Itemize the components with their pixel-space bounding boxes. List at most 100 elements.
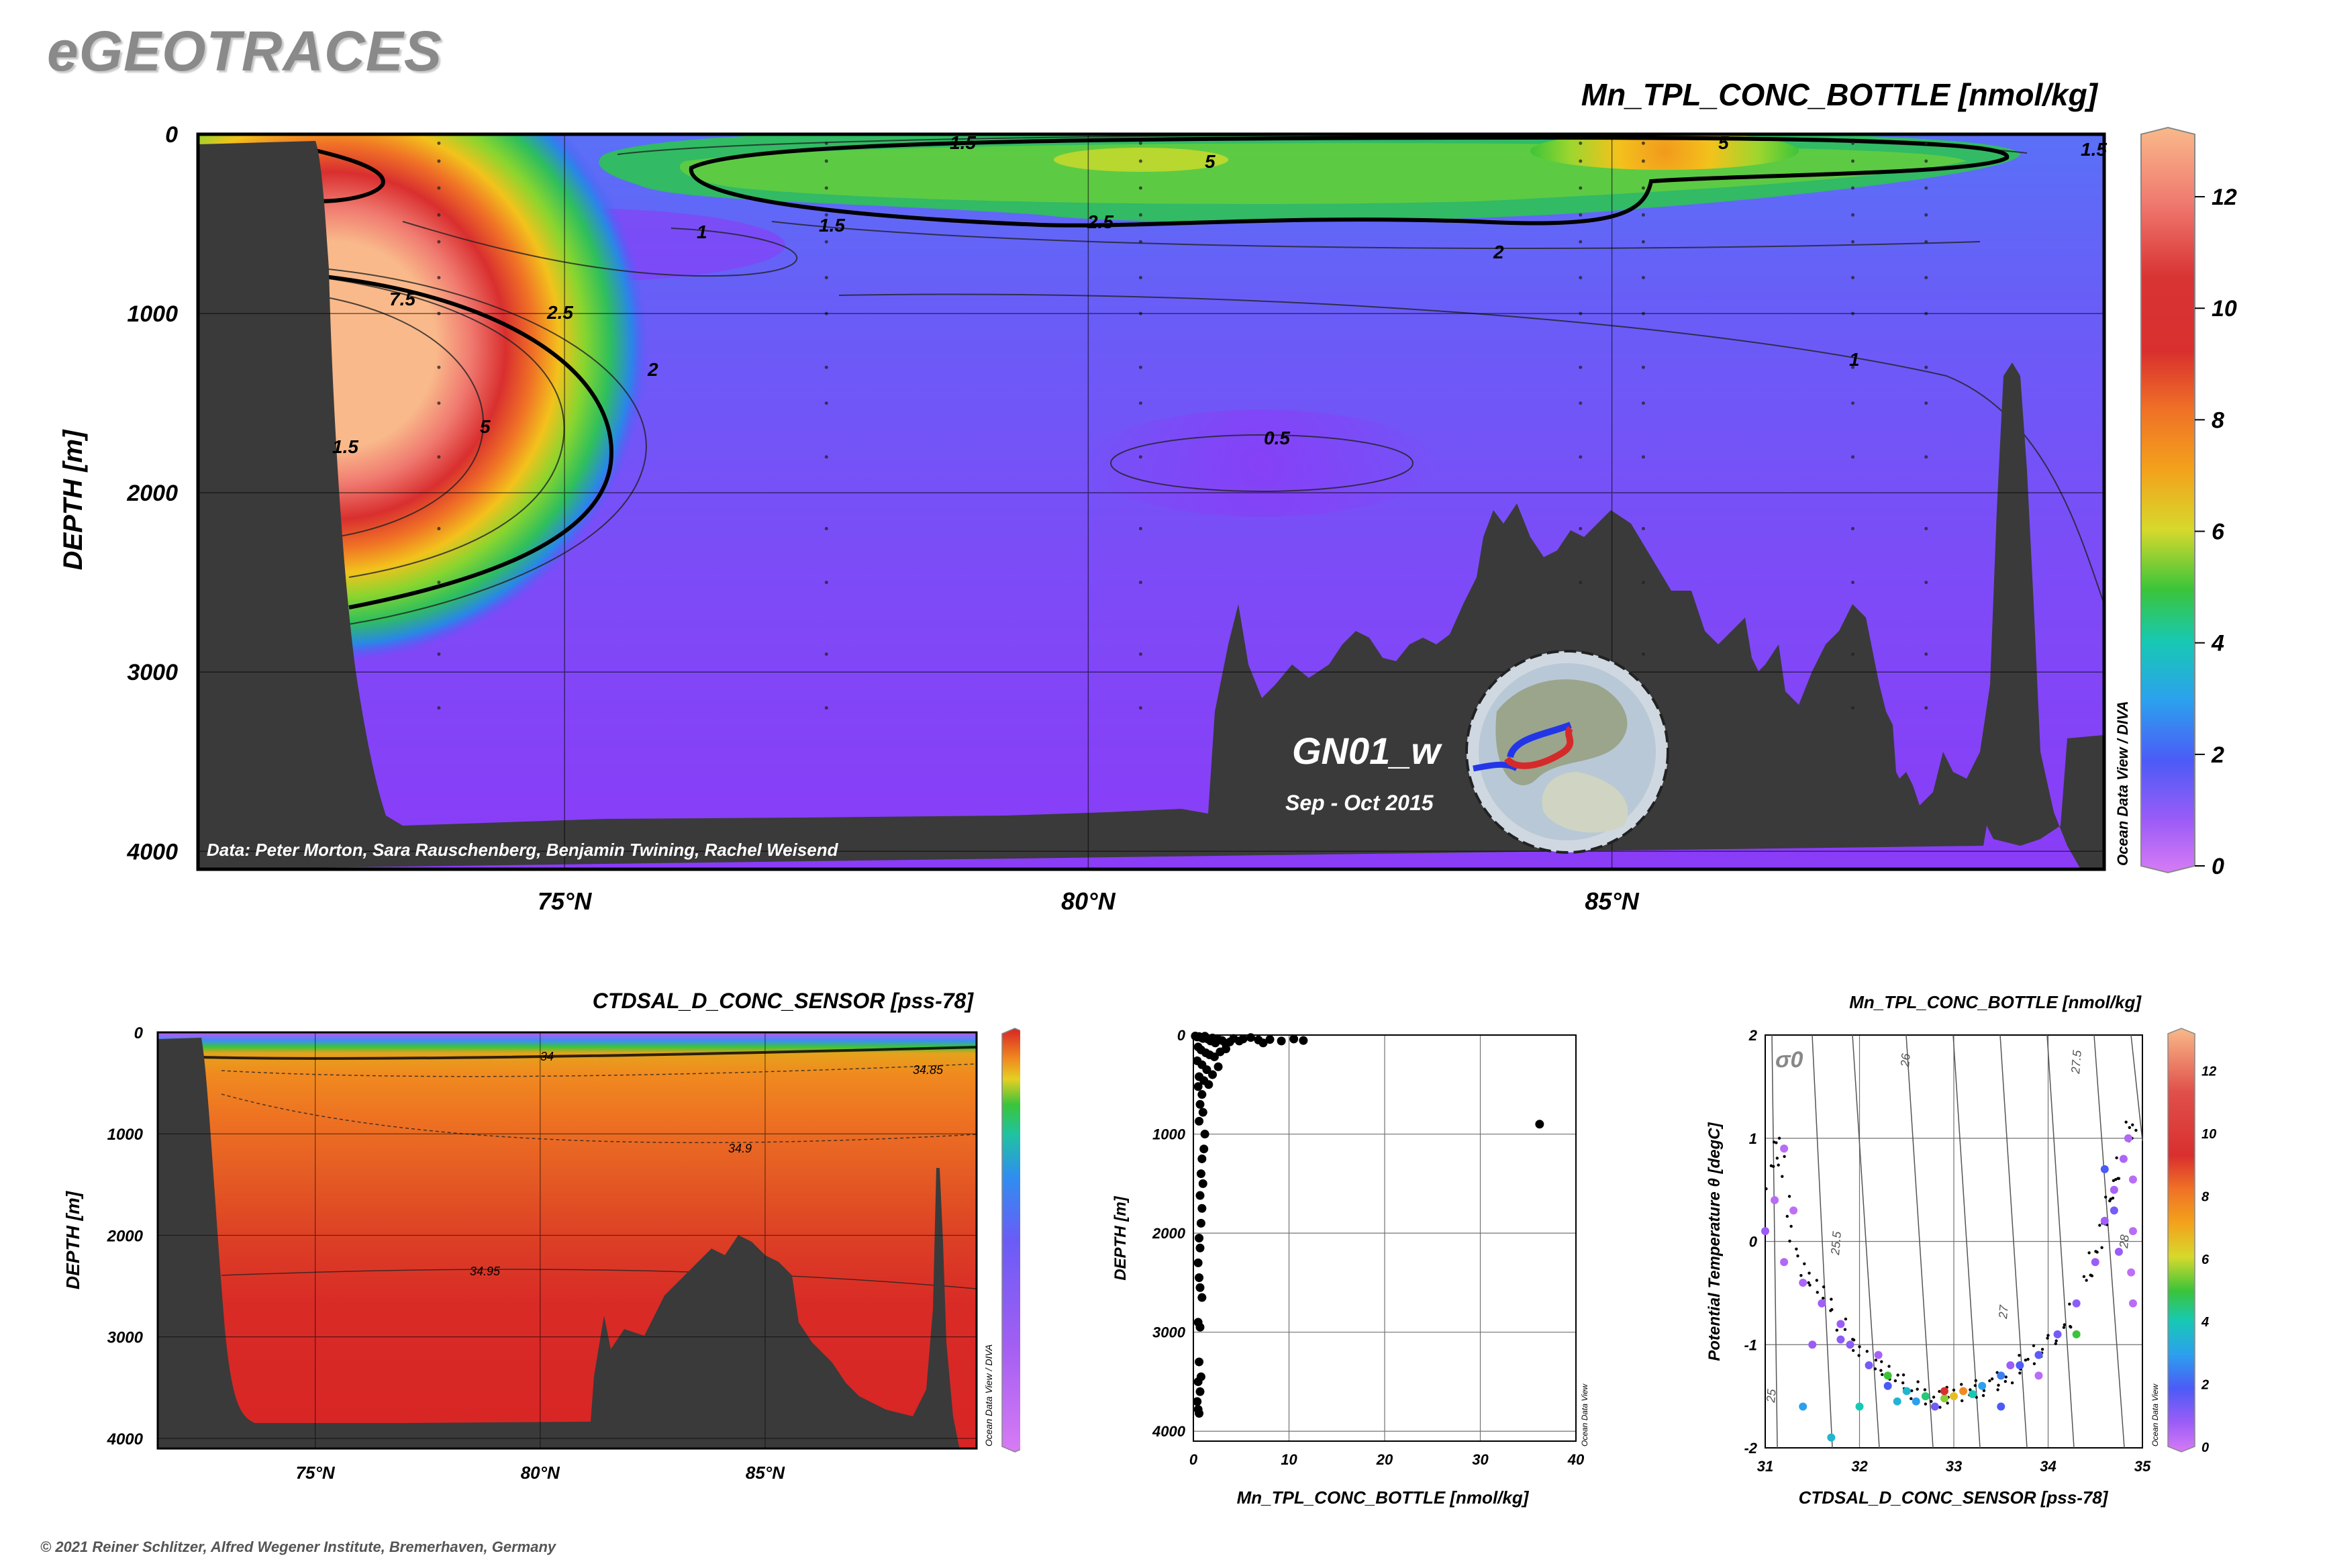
station-dot (1138, 213, 1142, 217)
ctd-point (2003, 1379, 2008, 1383)
ctd-point (1932, 1395, 1936, 1399)
ctd-point (2085, 1279, 2088, 1282)
x-tick-label: 33 (1946, 1458, 1962, 1475)
scatter-grid (1193, 1034, 1577, 1441)
ctd-point (1997, 1383, 2000, 1387)
ctd-point (2018, 1371, 2022, 1375)
ctd-point (2026, 1357, 2030, 1361)
ts-point (1799, 1402, 1808, 1411)
scatter-point (1195, 1283, 1205, 1292)
ctd-point (1816, 1291, 1819, 1294)
ts-point (1940, 1387, 1948, 1395)
colorbar-tick-label: 2 (2211, 742, 2224, 768)
station-dot (1924, 159, 1928, 163)
x-tick-label: 30 (1472, 1451, 1489, 1468)
scatter-point (1195, 1322, 1205, 1332)
station-dot (1138, 159, 1142, 163)
ctd-point (1952, 1388, 1956, 1392)
station-dot (1641, 159, 1645, 163)
station-dot (1579, 581, 1583, 585)
scatter-point (1197, 1293, 1207, 1302)
y-tick-label: 2000 (126, 481, 178, 506)
station-dot (1138, 141, 1142, 145)
main-y-ticks: 0 1000 2000 3000 4000 (126, 122, 178, 865)
ts-point (2006, 1361, 2015, 1369)
odv-label: Ocean Data View / DIVA (2114, 701, 2131, 866)
station-dot (1579, 240, 1583, 244)
scatter-ylabel: DEPTH [m] (1111, 1195, 1130, 1280)
ctd-point (1808, 1283, 1812, 1287)
station-dot (437, 240, 441, 244)
ctd-point (1807, 1281, 1810, 1285)
ctd-point (1850, 1338, 1854, 1341)
ts-point (1780, 1144, 1789, 1153)
contour-label: 1.5 (819, 215, 845, 236)
station-dot (1924, 401, 1928, 405)
salinity-x-ticks: 75°N 80°N 85°N (296, 1463, 786, 1483)
ts-point (1950, 1392, 1958, 1401)
station-dot (1138, 240, 1142, 244)
station-dot (1850, 240, 1854, 244)
ctd-point (1974, 1379, 1977, 1383)
ctd-point (2087, 1251, 2091, 1255)
station-dot (1138, 706, 1142, 710)
scatter-y-ticks: 0 1000 2000 3000 4000 (1152, 1027, 1186, 1440)
station-dot (1850, 159, 1854, 163)
y-tick-label: 1000 (107, 1126, 144, 1144)
y-tick-label: 2000 (107, 1227, 144, 1245)
station-dot (1850, 401, 1854, 405)
x-tick-label: 80°N (521, 1463, 560, 1483)
x-tick-label: 0 (1189, 1451, 1198, 1468)
ts-point (2119, 1155, 2128, 1163)
scatter-point (1195, 1234, 1204, 1242)
station-dot (437, 141, 441, 145)
ctd-point (1880, 1360, 1883, 1363)
station-dot (1924, 455, 1928, 459)
ctd-point (1996, 1388, 1999, 1391)
ts-point (2128, 1175, 2137, 1184)
ctd-point (1901, 1373, 1905, 1377)
ctd-point (1910, 1389, 1914, 1393)
ctd-point (2068, 1302, 2071, 1306)
ts-point (2053, 1330, 2062, 1338)
ts-grid (1765, 1034, 2143, 1449)
station-dot (437, 527, 441, 531)
isopycnals (1771, 1034, 2143, 1449)
ctd-point (1821, 1296, 1825, 1300)
ctd-point (2040, 1347, 2044, 1351)
y-tick-label: 4000 (107, 1430, 144, 1449)
ctd-point (2032, 1344, 2036, 1347)
scatter-point (1238, 1034, 1248, 1044)
station-dot (824, 652, 828, 656)
ctd-point (1982, 1389, 1986, 1392)
station-dot (1924, 141, 1928, 145)
station-dot (1924, 581, 1928, 585)
ctd-point (2100, 1246, 2103, 1249)
cruise-label: GN01_w (1292, 730, 1442, 772)
x-tick-label: 32 (1851, 1458, 1868, 1475)
ts-point (1997, 1402, 2006, 1411)
scatter-point (1299, 1036, 1308, 1045)
y-tick-label: 0 (134, 1024, 144, 1042)
ts-point (1997, 1371, 2006, 1380)
main-x-ticks: 75°N 80°N 85°N (538, 887, 1640, 915)
ts-point (2110, 1185, 2118, 1194)
scatter-point (1195, 1387, 1205, 1396)
station-dot (1924, 213, 1928, 217)
contour-label: 7.5 (389, 289, 415, 309)
ctd-point (1990, 1377, 1994, 1381)
ctd-point (1857, 1354, 1861, 1357)
station-dot (437, 159, 441, 163)
ctd-point (1969, 1388, 1972, 1391)
ctd-point (2046, 1334, 2050, 1337)
y-tick-label: 4000 (1152, 1423, 1186, 1440)
station-dot (1641, 581, 1645, 585)
ctd-point (2128, 1126, 2131, 1130)
station-dot (1924, 365, 1928, 369)
salinity-colorbar (1001, 1028, 1020, 1453)
x-tick-label: 31 (1757, 1458, 1773, 1475)
scatter-point (1535, 1120, 1544, 1129)
ctd-point (1781, 1175, 1784, 1178)
station-dot (1641, 141, 1645, 145)
